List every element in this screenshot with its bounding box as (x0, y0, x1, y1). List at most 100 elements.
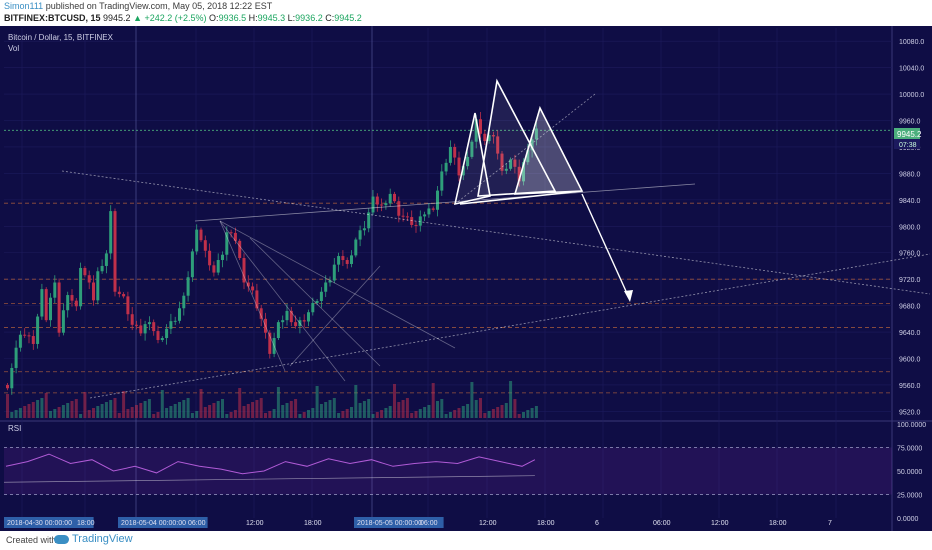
time-tag-bg (4, 517, 94, 528)
candle-body (14, 347, 18, 368)
close-value: 9945.2 (334, 13, 362, 23)
candle-body (100, 265, 104, 272)
candle-body (139, 325, 143, 334)
author-link[interactable]: Simon111 (4, 1, 44, 11)
fan-line-4 (249, 237, 381, 367)
volume-bar (96, 406, 100, 418)
fan-line-3 (219, 220, 456, 349)
volume-bar (14, 410, 18, 418)
price-tick-label: 9520.0 (899, 409, 921, 416)
volume-bar (182, 400, 186, 418)
volume-bar (466, 404, 470, 418)
candle-body (431, 208, 435, 210)
volume-bar (414, 411, 418, 418)
volume-bar (36, 400, 40, 418)
time-tick-label: 18:00 (769, 520, 787, 527)
open-label: O: (209, 13, 219, 23)
volume-bar (208, 405, 212, 418)
volume-bar (221, 399, 224, 418)
volume-bar (246, 404, 250, 418)
candle-body (66, 295, 70, 311)
volume-bar (281, 405, 285, 418)
candle-body (61, 310, 65, 333)
volume-bar (483, 413, 487, 418)
axes: 10080.010040.010000.09960.09920.09880.09… (4, 39, 926, 528)
candle-body (332, 264, 336, 281)
volume-bar (74, 399, 78, 418)
rsi-tick-label: 100.0000 (897, 422, 926, 429)
candle-body (251, 286, 255, 291)
rsi-tick-label: 0.0000 (897, 516, 919, 523)
candle-body (534, 128, 538, 140)
brand-name: TradingView (72, 533, 133, 545)
candle-body (242, 258, 246, 283)
candle-body (453, 146, 457, 158)
candle-body (367, 212, 371, 229)
candle-body (276, 322, 280, 339)
volume-bar (289, 401, 293, 418)
time-tick-label: 2018-05-05 00:00:00 (357, 520, 422, 527)
volume-bar (165, 408, 169, 418)
candles (6, 111, 538, 395)
volume-bar (470, 382, 474, 418)
candle-body (246, 282, 250, 287)
rsi-band (4, 447, 892, 495)
candle-body (79, 267, 83, 307)
candle-body (104, 253, 108, 266)
price-tag: 9945.2 (897, 130, 922, 139)
volume-bars (6, 381, 538, 418)
volume-bar (272, 409, 276, 418)
chart-area[interactable]: 10080.010040.010000.09960.09920.09880.09… (0, 26, 932, 531)
candle-body (272, 338, 276, 354)
candle-body (130, 314, 134, 325)
volume-bar (44, 393, 48, 418)
candle-body (324, 282, 328, 292)
candle-body (315, 301, 319, 303)
volume-bar (143, 401, 147, 418)
candle-body (393, 193, 396, 202)
candle-body (371, 196, 375, 213)
candle-body (362, 228, 366, 231)
rsi-label: RSI (8, 424, 21, 433)
time-tag-bg (354, 517, 444, 528)
volume-bar (156, 412, 160, 418)
time-tick-label: 18:00 (537, 520, 555, 527)
candle-body (212, 265, 216, 273)
candle-body (345, 260, 349, 264)
neckline-extension (194, 183, 696, 222)
volume-bar (87, 410, 91, 418)
candle-body (298, 320, 302, 327)
volume-bar (186, 398, 190, 418)
candle-body (474, 119, 478, 142)
volume-bar (479, 398, 482, 418)
volume-bar (436, 401, 439, 418)
price-tick-label: 9840.0 (899, 198, 921, 205)
candle-body (53, 282, 57, 298)
candle-body (479, 119, 482, 134)
price-tick-label: 9680.0 (899, 304, 921, 311)
volume-bar (328, 400, 332, 418)
candle-body (6, 384, 9, 389)
volume-bar (448, 412, 452, 418)
volume-bar (169, 406, 173, 418)
candle-body (496, 136, 500, 154)
price-tick-label: 9800.0 (899, 224, 921, 231)
candle-body (147, 322, 151, 325)
volume-bar (504, 403, 508, 418)
volume-bar (122, 391, 126, 418)
volume-bar (225, 414, 229, 418)
target-arrow (581, 193, 631, 301)
tradingview-link[interactable]: TradingView (54, 533, 133, 545)
volume-bar (315, 386, 319, 418)
volume-bar (40, 398, 44, 418)
volume-bar (371, 414, 375, 418)
vol-label: Vol (8, 44, 19, 53)
candle-body (354, 239, 358, 256)
pattern-neckline (459, 190, 583, 205)
candle-body (216, 260, 220, 273)
trendline-up (89, 253, 931, 399)
volume-bar (49, 411, 52, 418)
volume-bar (268, 411, 272, 418)
volume-bar (66, 403, 70, 418)
chart-svg[interactable]: 10080.010040.010000.09960.09920.09880.09… (0, 26, 932, 531)
